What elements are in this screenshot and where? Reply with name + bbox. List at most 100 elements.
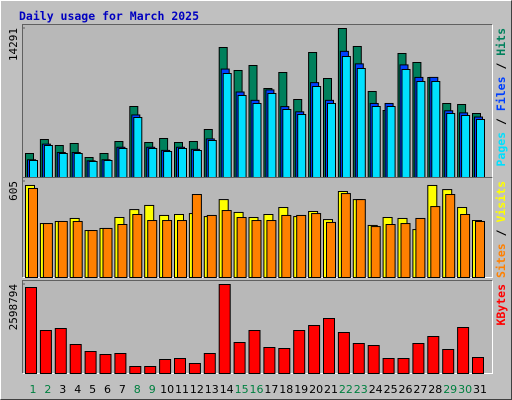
- bar: [233, 341, 246, 375]
- bar: [293, 329, 306, 375]
- bar: [263, 346, 276, 374]
- x-tick-label: 29: [443, 383, 457, 396]
- legend: Pages / Files / Hits: [494, 28, 508, 167]
- bar: [461, 114, 471, 179]
- bar: [297, 114, 307, 178]
- plot-border-dark: [22, 177, 493, 278]
- x-tick-label: 23: [354, 383, 368, 396]
- x-tick-label: 30: [458, 383, 472, 396]
- bar: [159, 358, 172, 375]
- bar: [147, 220, 158, 279]
- bar: [341, 56, 351, 179]
- x-tick-label: 26: [399, 383, 413, 396]
- legend-separator: /: [494, 56, 508, 77]
- bar: [412, 342, 425, 375]
- bar: [25, 286, 37, 374]
- x-tick-label: 25: [384, 383, 398, 396]
- bar: [218, 284, 231, 374]
- bar: [337, 331, 350, 375]
- bar: [144, 365, 157, 374]
- x-tick-label: 4: [74, 383, 81, 396]
- chart-title: Daily usage for March 2025: [19, 9, 199, 23]
- x-tick-label: 27: [413, 383, 427, 396]
- bar: [206, 214, 217, 279]
- bar: [207, 139, 217, 178]
- bar: [386, 105, 396, 178]
- x-tick-label: 19: [294, 383, 308, 396]
- x-tick-label: 31: [473, 383, 487, 396]
- bar: [162, 220, 173, 279]
- bar: [252, 102, 262, 178]
- plot-border-dark: [22, 280, 493, 374]
- bar: [43, 145, 53, 178]
- bar: [174, 357, 186, 375]
- bar: [118, 148, 128, 178]
- bar: [177, 220, 187, 279]
- y-tick-label: 605: [7, 181, 20, 201]
- bar: [296, 214, 307, 279]
- bar: [39, 329, 52, 375]
- legend-entry: Hits: [494, 28, 508, 56]
- bar: [475, 220, 485, 278]
- bar: [367, 344, 380, 375]
- bar: [178, 148, 187, 178]
- x-tick-label: 20: [309, 383, 323, 396]
- bar: [460, 214, 471, 278]
- bar: [281, 214, 292, 279]
- legend-entry: Pages: [494, 132, 508, 167]
- bar: [431, 80, 441, 178]
- bar: [54, 327, 67, 375]
- bar: [415, 217, 426, 278]
- legend-entry: KBytes: [494, 284, 508, 326]
- bar: [42, 223, 53, 279]
- x-tick-label: 6: [104, 383, 111, 396]
- bar: [163, 150, 173, 179]
- x-tick-label: 28: [428, 383, 442, 396]
- bar: [237, 94, 247, 178]
- legend-separator: /: [494, 223, 508, 244]
- bar: [278, 347, 291, 374]
- x-tick-label: 13: [205, 383, 219, 396]
- x-tick-label: 17: [264, 383, 278, 396]
- plot-border-dark: [22, 24, 493, 178]
- bar: [371, 105, 381, 178]
- bar: [442, 348, 455, 374]
- bar: [282, 109, 292, 178]
- bar: [401, 68, 411, 178]
- bar: [266, 220, 277, 279]
- legend: KBytes: [494, 284, 508, 326]
- bar: [416, 80, 426, 178]
- bar: [382, 357, 395, 375]
- bar: [445, 194, 456, 278]
- x-tick-label: 2: [44, 383, 51, 396]
- bar: [355, 199, 366, 278]
- bar: [73, 152, 83, 179]
- bar: [267, 92, 277, 178]
- bar: [29, 159, 38, 179]
- x-tick-label: 16: [250, 383, 264, 396]
- bar: [222, 72, 232, 178]
- bar: [87, 230, 98, 278]
- bar: [236, 217, 247, 278]
- bar: [476, 118, 485, 178]
- bar: [84, 350, 97, 374]
- legend-separator: /: [494, 111, 508, 132]
- legend: Sites / Visits: [494, 181, 508, 278]
- bar: [308, 324, 321, 374]
- bar: [129, 365, 142, 374]
- bar: [427, 335, 440, 374]
- bar: [327, 102, 336, 178]
- legend-entry: Visits: [494, 181, 508, 223]
- bar: [99, 353, 112, 375]
- bar: [57, 220, 68, 278]
- x-tick-label: 5: [89, 383, 96, 396]
- bar: [28, 187, 38, 278]
- x-tick-label: 22: [339, 383, 353, 396]
- bar: [148, 148, 158, 178]
- bar: [102, 227, 113, 279]
- legend-entry: Files: [494, 76, 508, 111]
- x-tick-label: 10: [160, 383, 174, 396]
- bar: [188, 362, 201, 374]
- bar: [251, 220, 262, 279]
